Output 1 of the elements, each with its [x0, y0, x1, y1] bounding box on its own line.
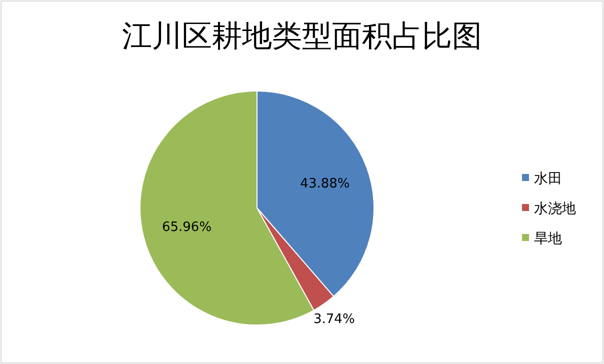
- title: 江川区耕地类型面积占比图: [122, 19, 482, 54]
